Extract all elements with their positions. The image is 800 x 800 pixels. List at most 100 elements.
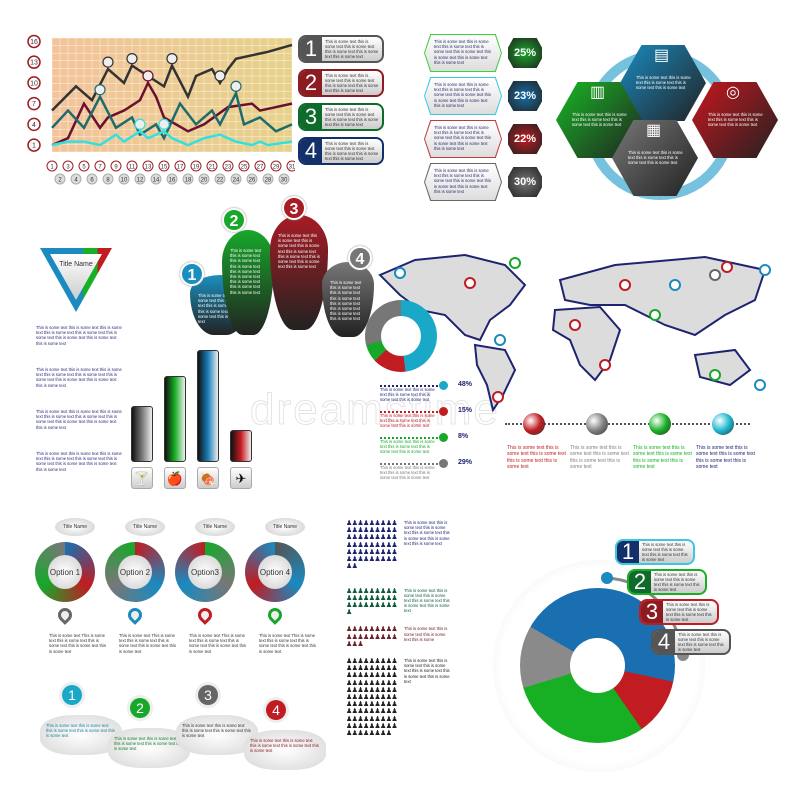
timeline-line: [505, 423, 750, 425]
x-tick-label: 16: [169, 177, 176, 183]
x-tick-marker: [142, 160, 154, 172]
data-marker: [142, 70, 154, 82]
hex-box-text: This is some text this is some text this…: [425, 78, 501, 114]
petal-number: 1: [180, 262, 204, 286]
x-tick-label: 15: [161, 164, 168, 170]
petal-number: 2: [222, 208, 246, 232]
callout-number: 3: [300, 104, 322, 129]
text-paragraph: This is some text this is some text this…: [36, 367, 122, 388]
x-tick-marker: [262, 173, 274, 185]
legend-row: 29% This is some text this is some text t…: [380, 459, 476, 485]
legend-percent: 29%: [458, 459, 473, 466]
triangle-title: Title Name: [59, 261, 93, 268]
option-label: Option3: [188, 555, 222, 589]
line-chart: 1471013161234567891011121314151617181920…: [27, 34, 295, 185]
x-tick-label: 10: [121, 177, 128, 183]
option-text: This is some text This is some text this…: [119, 633, 177, 654]
hex-box-text: This is some text this is some text this…: [425, 164, 501, 200]
person-icons: ♟♟♟♟♟♟♟♟♟♟♟♟♟♟♟♟♟♟♟♟♟♟♟♟♟♟♟♟♟♟♟♟♟♟♟♟♟♟♟♟…: [346, 658, 398, 738]
x-tick-marker: [246, 173, 258, 185]
option-ring-3[interactable]: Option3: [175, 542, 235, 602]
y-tick-label: 13: [30, 60, 38, 67]
callout-number: 4: [653, 629, 675, 654]
callout-number: 2: [300, 70, 322, 95]
donut-callout-4: 4 This is some text this is some text thi…: [651, 629, 731, 655]
chart-icon: ▥: [590, 84, 606, 101]
x-tick-marker: [126, 160, 138, 172]
x-tick-marker: [94, 160, 106, 172]
x-tick-marker: [206, 160, 218, 172]
line-callout-3: 3 This is some text this is some text thi…: [298, 103, 384, 131]
x-tick-label: 29: [273, 164, 280, 170]
line-callout-1: 1 This is some text this is some text thi…: [298, 35, 384, 63]
y-tick-marker: [27, 55, 41, 69]
option-title: Title Name: [195, 518, 235, 536]
x-tick-marker: [86, 173, 98, 185]
donut-callout-1: 1 This is some text this is some text thi…: [615, 539, 695, 565]
legend-percent: 8%: [458, 433, 469, 440]
cloud-number: 1: [62, 685, 82, 705]
legend-dotted-line: [380, 463, 438, 465]
y-tick-label: 7: [32, 101, 36, 108]
map-pin-icon: [265, 605, 285, 625]
x-tick-marker: [286, 160, 295, 172]
option-ring-4[interactable]: Option 4: [245, 542, 305, 602]
y-tick-label: 16: [30, 39, 38, 46]
x-tick-label: 23: [225, 164, 232, 170]
pictogram-text: This is some text this is some text this…: [404, 587, 450, 614]
y-tick-marker: [27, 96, 41, 111]
timeline-text: This is some text this is some text this…: [570, 445, 629, 470]
callout-text: This is some text this is some text this…: [325, 72, 379, 94]
petal-3: This is some text this is some text this…: [270, 215, 328, 330]
timeline-dot: [523, 413, 545, 435]
data-marker: [230, 80, 242, 92]
x-tick-label: 25: [241, 164, 248, 170]
pictogram-text: This is some text this is some text this…: [404, 626, 448, 642]
data-marker: [214, 70, 226, 82]
x-tick-marker: [174, 160, 186, 172]
legend-text: This is some text this is some text this…: [380, 439, 435, 455]
x-tick-marker: [198, 173, 210, 185]
legend-dot: [439, 407, 448, 416]
legend-percent: 48%: [458, 381, 473, 388]
world-map: [378, 253, 771, 413]
x-tick-label: 19: [193, 164, 200, 170]
y-tick-marker: [27, 76, 41, 90]
data-marker: [158, 118, 170, 130]
cloud-text: This is some text this is some text this…: [244, 730, 326, 770]
callout-number: 1: [300, 36, 322, 61]
x-tick-label: 4: [74, 177, 78, 183]
x-tick-label: 28: [265, 177, 272, 183]
hex-percent: 23%: [505, 78, 545, 114]
option-ring-1[interactable]: Option 1: [35, 542, 95, 602]
line-callout-2: 2 This is some text this is some text thi…: [298, 69, 384, 97]
y-tick-label: 4: [32, 122, 36, 129]
x-tick-marker: [158, 160, 170, 172]
option-title: Title Name: [125, 518, 165, 536]
option-ring-2[interactable]: Option 2: [105, 542, 165, 602]
x-tick-label: 24: [233, 177, 240, 183]
timeline-text: This is some text this is some text this…: [633, 445, 692, 470]
x-tick-label: 8: [106, 177, 110, 183]
callout-number: 2: [629, 569, 651, 594]
x-tick-marker: [118, 173, 130, 185]
meat-icon: 🍖: [197, 467, 219, 489]
series-line-1: [51, 43, 293, 112]
x-tick-label: 3: [66, 164, 70, 170]
x-tick-label: 21: [209, 164, 216, 170]
x-tick-marker: [214, 173, 226, 185]
x-tick-marker: [230, 173, 242, 185]
callout-text: This is some text this is some text this…: [654, 571, 700, 593]
y-tick-label: 1: [32, 143, 36, 150]
option-label: Option 2: [118, 555, 152, 589]
data-marker: [94, 84, 106, 96]
petal-number: 3: [282, 196, 306, 220]
option-title: Title Name: [265, 518, 305, 536]
x-tick-label: 5: [82, 164, 86, 170]
x-tick-label: 31: [289, 164, 295, 170]
airplane-icon: ✈: [230, 467, 252, 489]
timeline-dot: [649, 413, 671, 435]
fruit-icon: 🍎: [164, 467, 186, 489]
target-icon: ◎: [726, 84, 740, 101]
hex-box-text: This is some text this is some text this…: [425, 35, 501, 71]
